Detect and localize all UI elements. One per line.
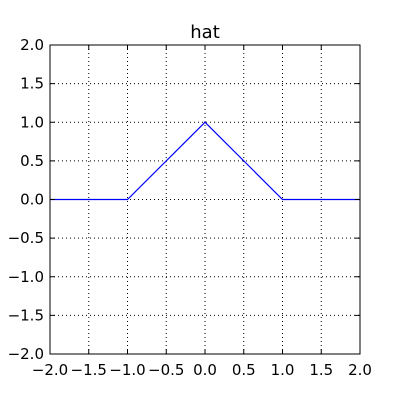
x-tick-label: 0.0	[193, 361, 217, 379]
x-tick-label: 0.5	[232, 361, 256, 379]
x-tick-label: −1.0	[109, 361, 145, 379]
x-tick-label: −1.5	[71, 361, 107, 379]
y-tick-label: −0.5	[8, 229, 44, 247]
y-tick-label: 0.0	[20, 191, 44, 209]
x-tick-labels: −2.0 −1.5 −1.0 −0.5 0.0 0.5 1.0 1.5 2.0	[32, 361, 372, 379]
series-line	[50, 121, 360, 201]
y-tick-label: 1.0	[20, 113, 44, 131]
y-tick-label: 2.0	[20, 36, 44, 54]
y-tick-labels: 2.0 1.5 1.0 0.5 0.0 −0.5 −1.0 −1.5 −2.0	[8, 36, 44, 363]
x-tick-label: 1.5	[309, 361, 333, 379]
chart-title: hat	[190, 22, 220, 43]
y-tick-label: −1.0	[8, 268, 44, 286]
plot-frame	[49, 44, 361, 355]
y-tick-label: −1.5	[8, 306, 44, 324]
x-tick-label: −0.5	[148, 361, 184, 379]
x-tick-label: −2.0	[32, 361, 68, 379]
y-tick-label: −2.0	[8, 345, 44, 363]
x-tick-label: 1.0	[271, 361, 295, 379]
x-tick-label: 2.0	[348, 361, 372, 379]
y-tick-label: 0.5	[20, 152, 44, 170]
data-series	[50, 121, 360, 201]
y-tick-label: 1.5	[20, 75, 44, 93]
